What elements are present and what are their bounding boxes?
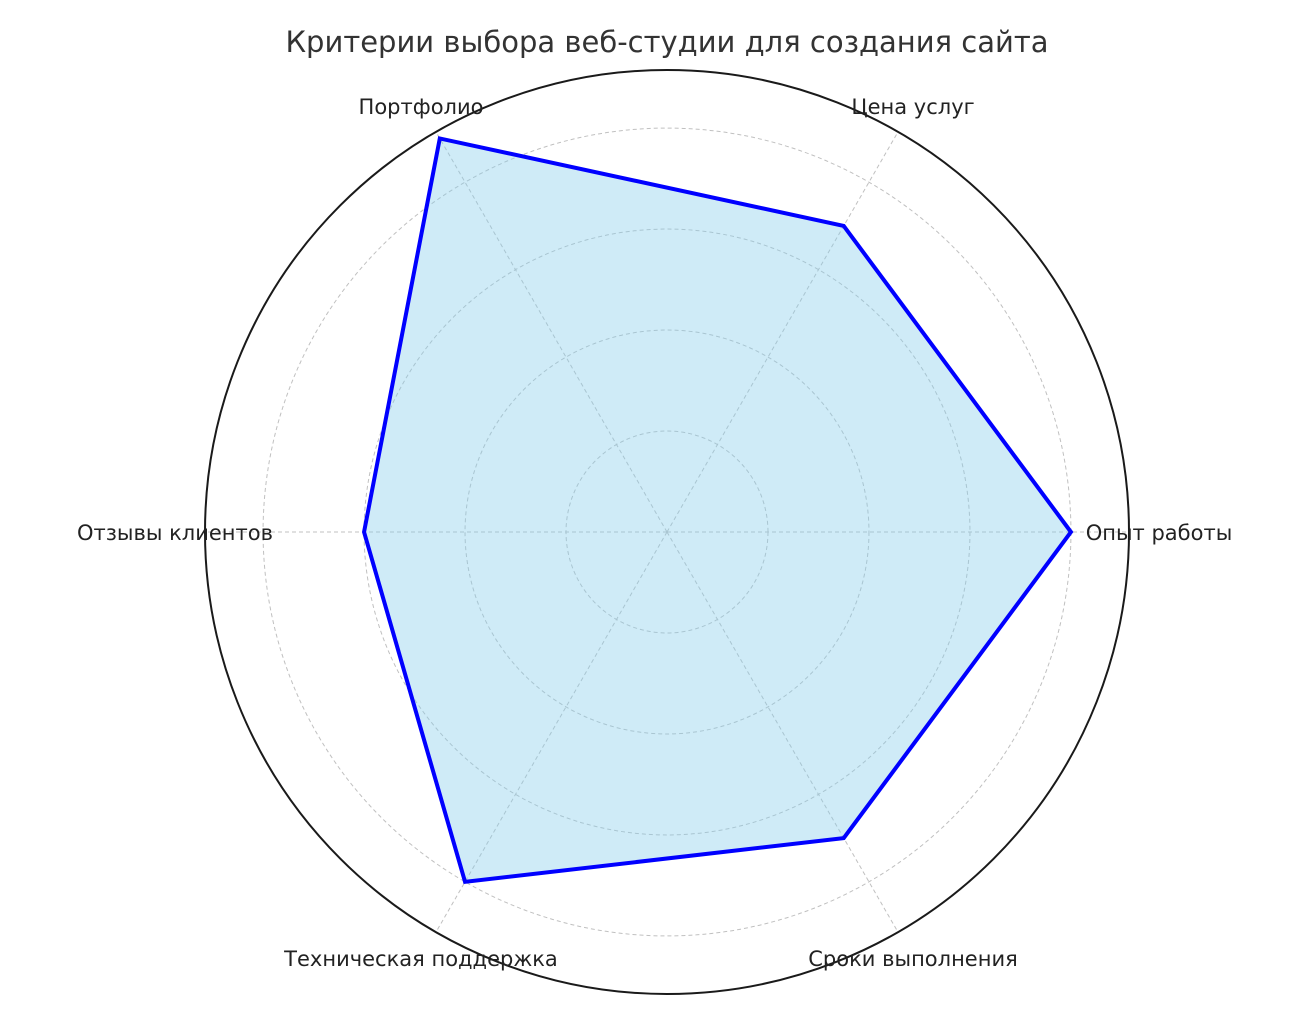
series-line	[361, 136, 1074, 884]
grid-ring	[464, 329, 870, 735]
category-label: Техническая поддержка	[283, 947, 558, 971]
category-label: Отзывы клиентов	[77, 521, 273, 545]
outer-circle	[204, 69, 1130, 995]
category-label: Портфолио	[359, 95, 484, 119]
grid-spoke	[666, 531, 899, 933]
grid-spoke	[435, 131, 668, 533]
category-label: Опыт работы	[1086, 521, 1233, 545]
series	[361, 136, 1074, 884]
category-label: Цена услуг	[851, 95, 974, 119]
category-labels: Опыт работы Цена услуг Портфолио Отзывы кли…	[77, 95, 1232, 971]
grid-spoke	[666, 131, 899, 533]
series-area	[364, 138, 1071, 882]
grid-spoke	[435, 531, 668, 933]
category-label: Сроки выполнения	[808, 947, 1017, 971]
chart-title: Критерии выбора веб-студии для создания …	[285, 25, 1048, 59]
